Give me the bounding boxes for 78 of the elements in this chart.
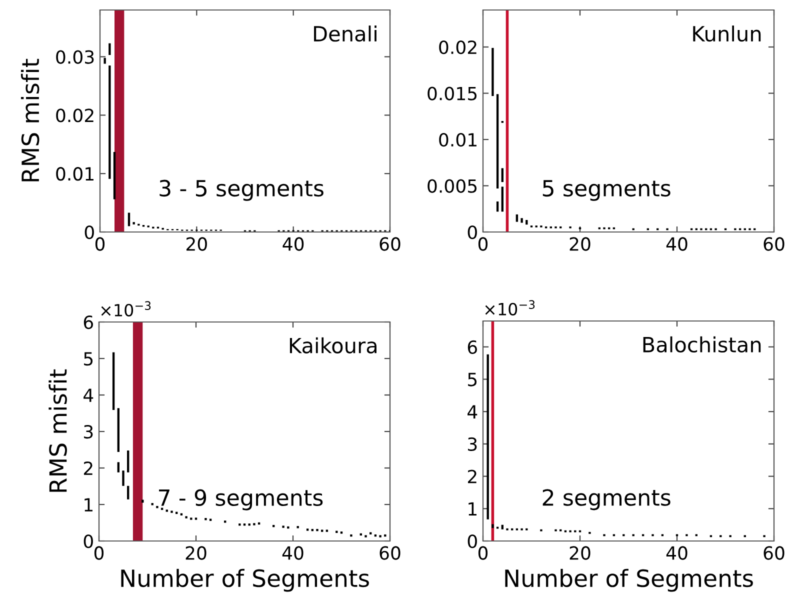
bar [108, 66, 111, 179]
x-axis-title: Number of Segments [505, 568, 753, 592]
y-tick-label: 6 [84, 315, 93, 330]
y-tick-label: 0.03 [56, 50, 94, 64]
bar [112, 352, 115, 410]
y-tick-label: 0 [84, 225, 94, 240]
x-tick-label: 40 [282, 546, 304, 560]
annotation: 2 segments [542, 489, 670, 510]
y-tick-label: 1 [468, 502, 476, 516]
x-tick-label: 60 [380, 546, 400, 560]
x-tick-label: 20 [186, 546, 206, 560]
text: Denali [314, 26, 376, 42]
bar [516, 214, 518, 222]
y-tick-label: 2 [468, 470, 476, 484]
y-tick-label: 0 [84, 534, 93, 548]
bar [492, 524, 494, 528]
text: Kunlun [693, 26, 761, 42]
bar [104, 58, 106, 64]
y-tick-label: 0.015 [428, 86, 477, 100]
x-tick-label: 0 [95, 237, 105, 251]
y-tick-label: 5 [468, 372, 477, 386]
text: Balochistan [643, 336, 761, 353]
bar [492, 48, 494, 96]
bar [117, 408, 120, 452]
bar [108, 43, 111, 55]
x-tick-label: 0 [478, 546, 488, 560]
y-tick-label: 2 [84, 461, 92, 475]
text: ×10$^{−3}$ [485, 300, 535, 316]
bar [316, 528, 318, 532]
y-axis-title: RMS misfit [20, 58, 40, 182]
bar [486, 354, 489, 520]
bar [526, 220, 528, 225]
bar [501, 524, 504, 530]
bar [520, 218, 523, 223]
x-tick-label: 20 [570, 546, 590, 560]
y-tick-label: 4 [84, 388, 94, 402]
y-tick-label: 6 [468, 340, 477, 354]
y-tick-label: 0.02 [56, 108, 94, 122]
x-tick-label: 20 [570, 237, 590, 251]
x-tick-label: 20 [186, 237, 207, 251]
x-tick-label: 0 [478, 237, 488, 251]
annotation: 5 segments [542, 180, 670, 201]
x-tick-label: 60 [764, 237, 784, 251]
y-tick-label: 0.01 [56, 167, 94, 181]
y-tick-label: 0 [468, 225, 477, 240]
y-tick-label: 1 [84, 498, 92, 512]
annotation: 3 - 5 segments [160, 180, 324, 201]
bar [113, 152, 116, 200]
x-tick-label: 40 [666, 546, 688, 560]
x-tick-label: 60 [764, 546, 784, 560]
bar [117, 462, 120, 472]
bar [496, 94, 499, 189]
text: Kaikoura [290, 337, 376, 354]
y-tick-label: 0.005 [428, 179, 477, 193]
text: ×10$^{−3}$ [101, 301, 151, 316]
x-tick-label: 0 [94, 546, 104, 560]
bar [496, 201, 499, 212]
y-axis-title: RMS misfit [48, 369, 67, 492]
x-axis-title: Number of Segments [121, 568, 369, 592]
bar [350, 534, 352, 537]
y-tick-label: 0.01 [439, 132, 476, 147]
x-tick-label: 40 [282, 237, 304, 251]
x-tick-label: 60 [380, 237, 400, 251]
annotation: 7 - 9 segments [159, 489, 323, 510]
y-tick-label: 3 [84, 424, 93, 439]
bar [156, 506, 158, 508]
bar [501, 168, 504, 182]
bar [127, 450, 130, 472]
x-tick-label: 40 [666, 237, 688, 251]
bar [122, 470, 124, 486]
y-tick-label: 4 [468, 405, 478, 418]
y-tick-label: 3 [468, 437, 477, 452]
bar [128, 212, 130, 226]
y-tick-label: 0.02 [439, 40, 476, 54]
y-tick-label: 5 [84, 352, 93, 366]
y-tick-label: 0 [468, 534, 477, 548]
bar [127, 486, 130, 500]
bar [501, 186, 504, 212]
